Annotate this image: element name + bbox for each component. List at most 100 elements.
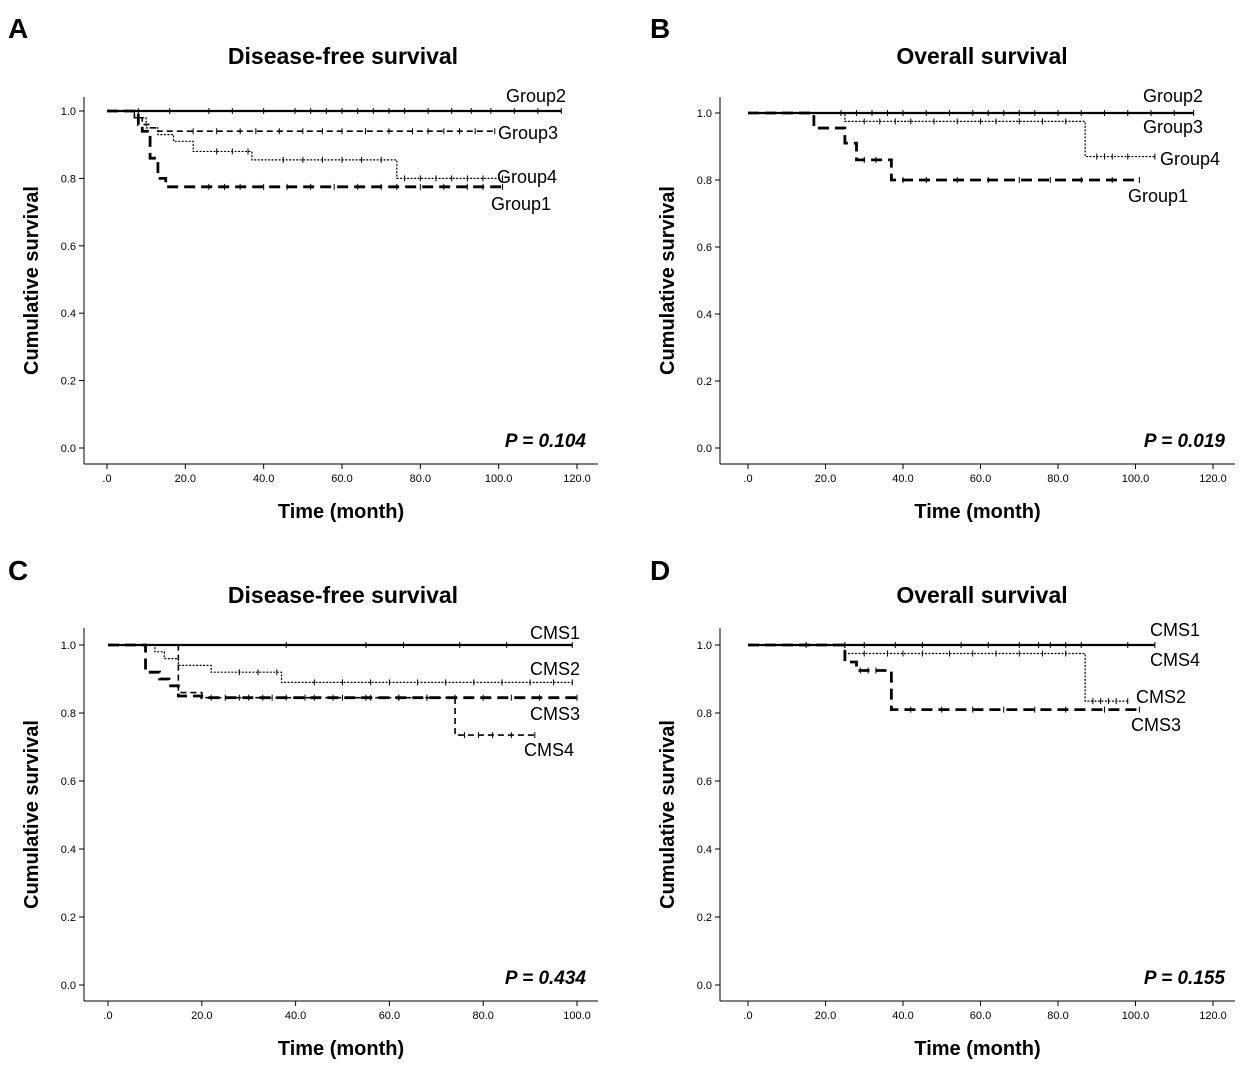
y-tick-label: 0.4 xyxy=(697,309,712,321)
x-tick-label: 120.0 xyxy=(563,473,591,485)
curve-label: CMS3 xyxy=(1131,715,1181,735)
x-axis-label: Time (month) xyxy=(278,1038,404,1060)
panel-letter: D xyxy=(650,555,670,586)
curve-label: Group1 xyxy=(491,194,551,214)
y-tick-label: 0.6 xyxy=(697,242,712,254)
y-tick-label: 1.0 xyxy=(61,106,76,118)
y-tick-label: 0.4 xyxy=(697,844,712,856)
curve-label: Group4 xyxy=(497,167,557,187)
y-tick-label: 0.0 xyxy=(697,980,712,992)
series-line-group1 xyxy=(748,111,1140,182)
y-tick-label: 0.8 xyxy=(61,173,76,185)
curve-label: Group1 xyxy=(1128,186,1188,206)
y-tick-label: 0.4 xyxy=(61,308,76,320)
chart-panel-c: C Disease-free survival .0 20.0 40.0 60.0 80.0… xyxy=(8,555,598,1060)
x-tick-label: 80.0 xyxy=(1047,473,1068,485)
y-tick-label: 0.2 xyxy=(697,912,712,924)
y-tick-label: 0.0 xyxy=(697,443,712,455)
y-tick-label: 0.8 xyxy=(61,708,76,720)
x-tick-label: 20.0 xyxy=(175,473,196,485)
panel-letter: C xyxy=(8,555,28,586)
x-tick-label: 40.0 xyxy=(892,1010,913,1022)
y-tick-label: 0.6 xyxy=(697,776,712,788)
curve-label: Group2 xyxy=(506,86,566,106)
curve-label: CMS1 xyxy=(1150,620,1200,640)
series-line-cms3 xyxy=(748,643,1140,711)
y-tick-label: 1.0 xyxy=(697,640,712,652)
x-tick-label: 20.0 xyxy=(815,473,836,485)
x-tick-label: 40.0 xyxy=(253,473,274,485)
y-tick-label: 0.8 xyxy=(697,175,712,187)
x-tick-label: 80.0 xyxy=(1047,1010,1068,1022)
y-tick-label: 0.6 xyxy=(61,776,76,788)
curve-label: Group4 xyxy=(1160,149,1220,169)
chart-panel-a: A Disease-free survival .0 20.0 40.0 60.0 80.0… xyxy=(8,13,598,523)
curve-label: CMS4 xyxy=(524,740,574,760)
x-tick-label: 40.0 xyxy=(892,473,913,485)
series-line-group3 xyxy=(748,112,1155,158)
p-value: P = 0.434 xyxy=(505,968,587,989)
series-line-group3 xyxy=(107,110,495,133)
curve-label: Group3 xyxy=(498,123,558,143)
x-tick-label: 120.0 xyxy=(1199,473,1227,485)
curve-label: CMS2 xyxy=(530,659,580,679)
chart-title: Overall survival xyxy=(896,43,1067,69)
series-line-group1 xyxy=(107,109,503,189)
x-axis-label: Time (month) xyxy=(914,501,1040,523)
y-tick-label: 0.2 xyxy=(697,376,712,388)
x-tick-label: .0 xyxy=(102,473,111,485)
series-line-cms4 xyxy=(748,644,1128,702)
chart-title: Disease-free survival xyxy=(228,43,458,69)
series-line-cms2 xyxy=(108,644,573,683)
chart-panel-b: B Overall survival .0 20.0 40.0 60.0 80.0 100.0… xyxy=(650,13,1235,523)
x-tick-label: 60.0 xyxy=(970,1010,991,1022)
panel-letter: B xyxy=(650,13,670,44)
series-line-group4 xyxy=(107,110,503,179)
chart-title: Disease-free survival xyxy=(228,582,458,608)
x-tick-label: 120.0 xyxy=(1199,1010,1227,1022)
y-tick-label: 0.6 xyxy=(61,241,76,253)
y-axis-label: Cumulative survival xyxy=(657,720,679,909)
curve-label: Group3 xyxy=(1143,117,1203,137)
y-tick-label: 0.0 xyxy=(61,980,76,992)
curve-label: CMS2 xyxy=(1136,687,1186,707)
y-tick-label: 0.2 xyxy=(61,912,76,924)
x-tick-label: 20.0 xyxy=(815,1010,836,1022)
x-axis-label: Time (month) xyxy=(278,501,404,523)
y-tick-label: 0.0 xyxy=(61,443,76,455)
x-tick-label: 60.0 xyxy=(331,473,352,485)
y-tick-label: 0.4 xyxy=(61,844,76,856)
y-axis-label: Cumulative survival xyxy=(657,186,679,375)
x-tick-label: 80.0 xyxy=(472,1010,493,1022)
y-tick-label: 1.0 xyxy=(697,108,712,120)
x-tick-label: .0 xyxy=(743,473,752,485)
chart-title: Overall survival xyxy=(896,582,1067,608)
x-tick-label: 20.0 xyxy=(191,1010,212,1022)
y-tick-label: 1.0 xyxy=(61,640,76,652)
p-value: P = 0.155 xyxy=(1144,968,1226,989)
x-tick-label: 100.0 xyxy=(485,473,513,485)
curve-label: CMS4 xyxy=(1150,650,1200,670)
y-axis-label: Cumulative survival xyxy=(21,186,43,375)
p-value: P = 0.019 xyxy=(1144,431,1226,452)
x-tick-label: .0 xyxy=(743,1010,752,1022)
x-tick-label: 100.0 xyxy=(563,1010,591,1022)
chart-panel-d: D Overall survival .0 20.0 40.0 60.0 80.0 100.0… xyxy=(650,555,1235,1060)
x-tick-label: 60.0 xyxy=(970,473,991,485)
x-tick-label: 80.0 xyxy=(410,473,431,485)
x-tick-label: 60.0 xyxy=(379,1010,400,1022)
curve-label: CMS3 xyxy=(530,704,580,724)
p-value: P = 0.104 xyxy=(505,431,587,452)
curve-label: CMS1 xyxy=(530,623,580,643)
x-tick-label: 40.0 xyxy=(285,1010,306,1022)
y-tick-label: 0.8 xyxy=(697,708,712,720)
x-axis-label: Time (month) xyxy=(914,1038,1040,1060)
curve-label: Group2 xyxy=(1143,86,1203,106)
series-line-cms4 xyxy=(108,644,535,736)
y-axis-label: Cumulative survival xyxy=(21,720,43,909)
x-tick-label: .0 xyxy=(103,1010,112,1022)
x-tick-label: 100.0 xyxy=(1122,1010,1150,1022)
x-tick-label: 100.0 xyxy=(1122,473,1150,485)
y-tick-label: 0.2 xyxy=(61,376,76,388)
